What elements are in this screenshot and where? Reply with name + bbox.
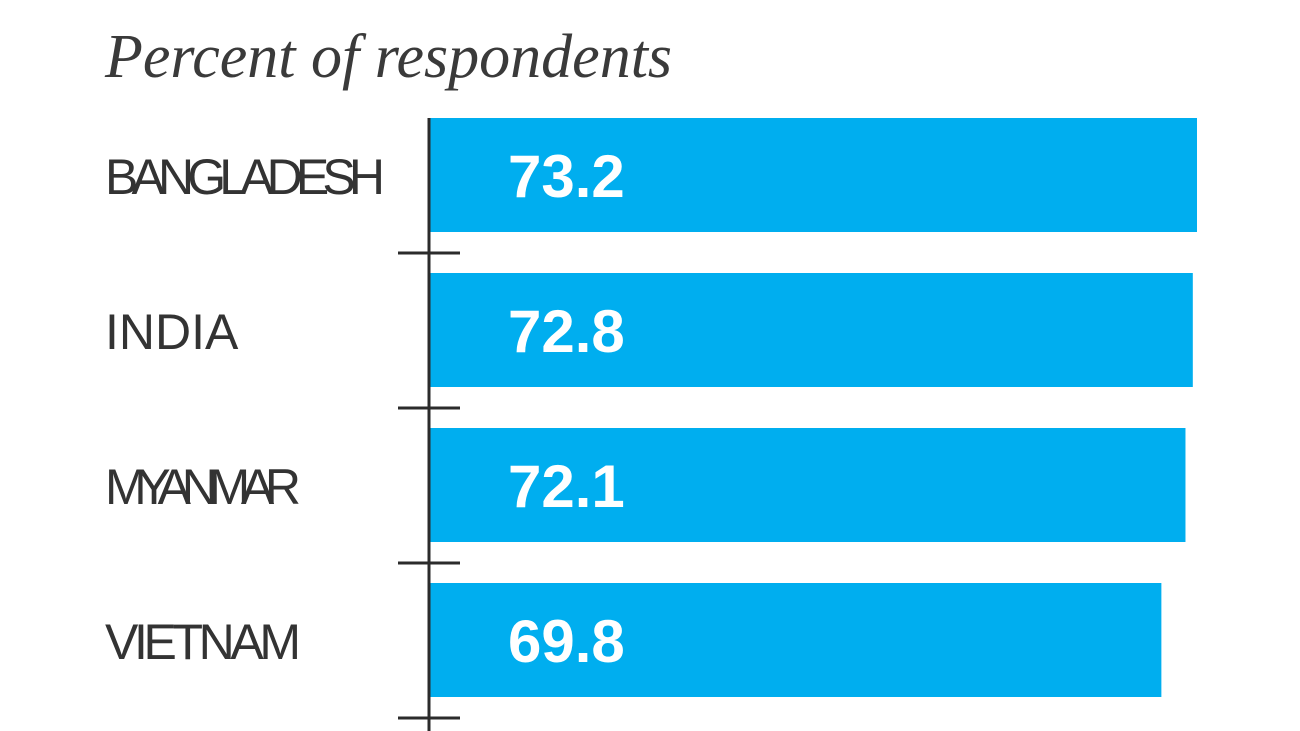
category-label-bangladesh: BANGLADESH [105, 149, 385, 205]
value-labels-group: 73.2 72.8 72.1 69.8 [508, 143, 625, 675]
bar-india [430, 273, 1193, 387]
category-label-myanmar: MYANMAR [105, 459, 301, 515]
category-labels-group: BANGLADESH INDIA MYANMAR VIETNAM [105, 149, 385, 670]
value-label-vietnam: 69.8 [508, 608, 625, 675]
value-label-myanmar: 72.1 [508, 453, 625, 520]
bar-vietnam [430, 583, 1162, 697]
value-label-india: 72.8 [508, 298, 625, 365]
bar-myanmar [430, 428, 1186, 542]
bars-group [430, 118, 1197, 697]
chart-subtitle: Percent of respondents [105, 23, 673, 91]
y-axis-group [398, 118, 460, 731]
value-label-bangladesh: 73.2 [508, 143, 625, 210]
bar-bangladesh [430, 118, 1197, 232]
category-label-vietnam: VIETNAM [105, 614, 301, 670]
category-label-india: INDIA [105, 304, 239, 360]
